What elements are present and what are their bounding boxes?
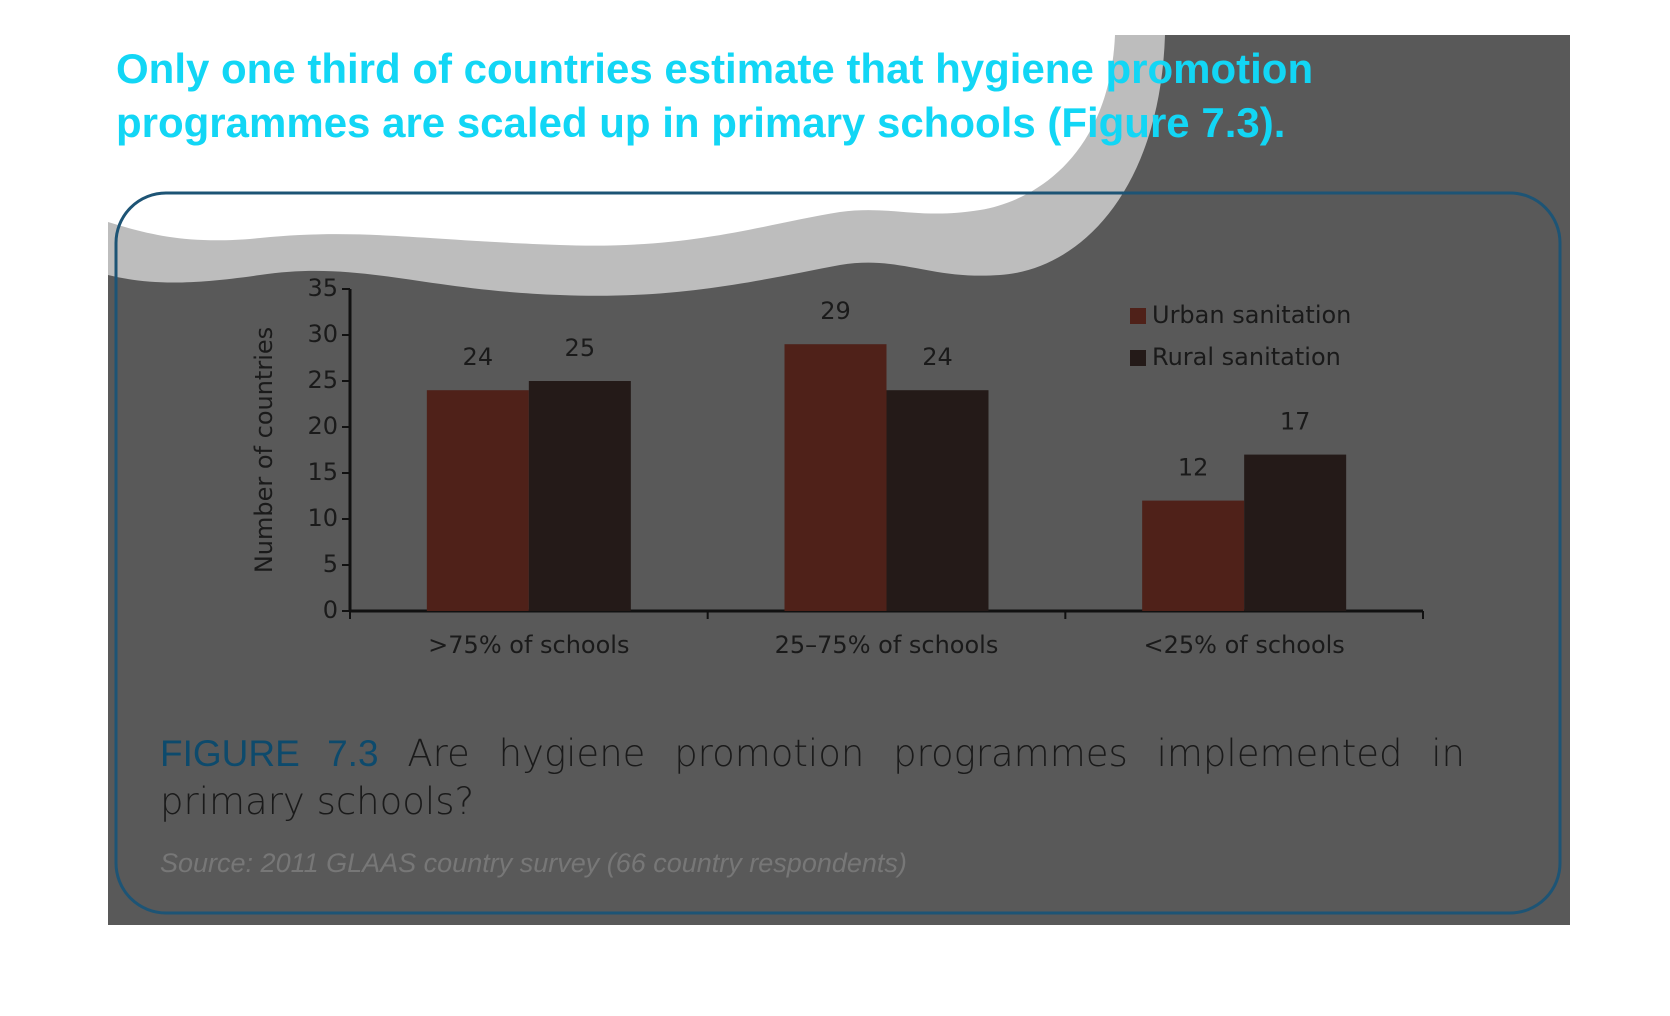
caption-text: Are hygiene promotion programmes impleme… (160, 732, 1465, 823)
data-label: 24 (463, 343, 494, 371)
bar (426, 390, 529, 611)
y-tick-label: 0 (323, 596, 338, 624)
legend-swatch (1130, 308, 1146, 324)
x-tick-label: 25–75% of schools (775, 631, 999, 659)
x-tick-label: <25% of schools (1144, 631, 1345, 659)
y-tick-label: 5 (323, 550, 338, 578)
y-tick-label: 30 (307, 320, 338, 348)
y-tick-label: 15 (307, 458, 338, 486)
y-tick-label: 35 (307, 274, 338, 302)
caption: FIGURE 7.3 Are hygiene promotion program… (160, 730, 1465, 826)
source: Source: 2011 GLAAS country survey (66 co… (160, 848, 907, 878)
data-label: 25 (565, 334, 596, 362)
data-label: 29 (820, 297, 851, 325)
y-axis-title: Number of countries (250, 327, 278, 573)
data-label: 17 (1280, 408, 1311, 436)
bar (528, 381, 631, 611)
heading: Only one third of countries estimate tha… (116, 45, 1314, 146)
data-label: 24 (922, 343, 953, 371)
caption-label: FIGURE 7.3 (160, 733, 379, 774)
bar (1142, 500, 1245, 611)
legend-label: Urban sanitation (1152, 301, 1351, 329)
x-tick-label: >75% of schools (428, 631, 629, 659)
legend-swatch (1130, 350, 1146, 366)
bar (886, 390, 989, 611)
y-tick-label: 20 (307, 412, 338, 440)
figure-frame (114, 191, 1562, 915)
legend-label: Rural sanitation (1152, 343, 1341, 371)
data-label: 12 (1178, 454, 1209, 482)
y-tick-label: 10 (307, 504, 338, 532)
bar (784, 344, 887, 611)
bar (1244, 454, 1347, 611)
y-tick-label: 25 (307, 366, 338, 394)
